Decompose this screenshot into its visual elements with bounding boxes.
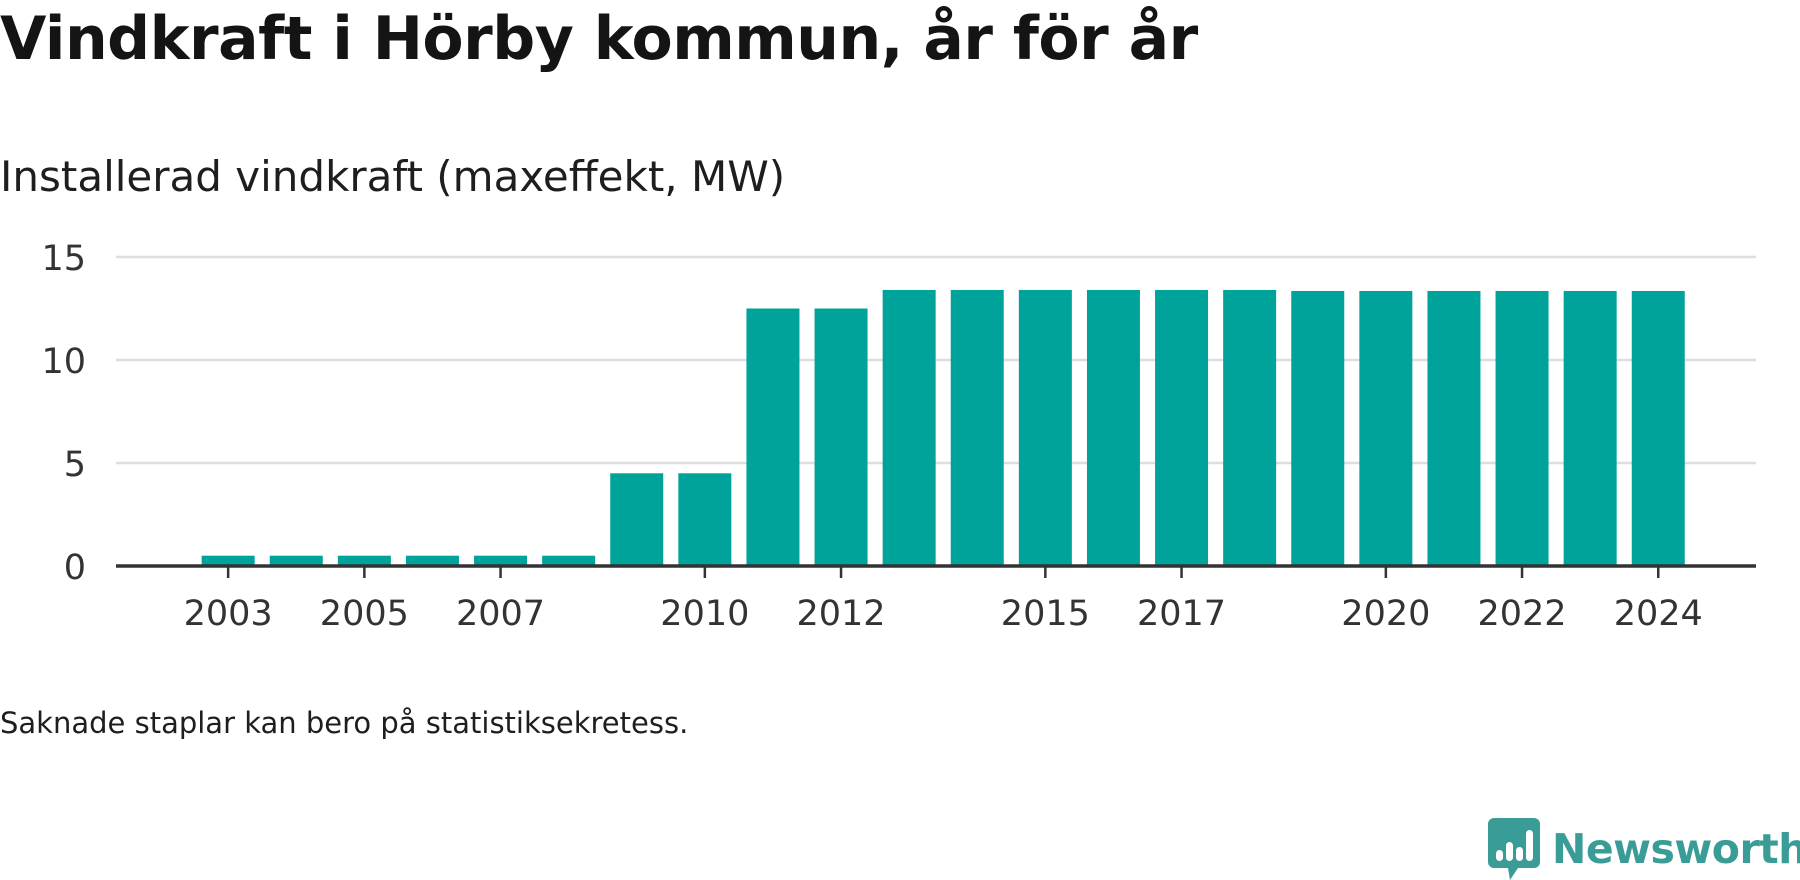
x-tick-label: 2003 [184,594,273,634]
grid-lines [116,255,1756,465]
x-tick-label: 2005 [320,594,409,634]
x-axis [116,564,1756,578]
bar-2016 [1086,289,1140,566]
bar-2022 [1495,290,1549,566]
bar-2008 [542,555,596,566]
bar-2020 [1359,290,1413,566]
x-tick-label: 2024 [1614,594,1703,634]
bar-2024 [1631,290,1685,566]
x-tick-label: 2017 [1137,594,1226,634]
bar-2003 [201,555,255,566]
x-tick-label: 2010 [660,594,749,634]
y-axis-labels: 0 5 10 15 [41,239,86,588]
bar-2014 [950,289,1004,566]
brand-logo: Newsworthy [1488,818,1800,880]
bar-2021 [1427,290,1481,566]
bar-2023 [1563,290,1617,566]
bar-2011 [746,308,800,566]
bar-2005 [337,555,391,566]
chart-title: Vindkraft i Hörby kommun, år för år [0,4,1198,74]
bar-2007 [474,555,528,566]
y-tick-label: 10 [41,342,86,382]
x-tick-label: 2022 [1478,594,1567,634]
bar-2004 [269,555,323,566]
bar-2013 [882,289,936,566]
newsworthy-logo-icon [1488,818,1540,880]
x-tick-label: 2015 [1001,594,1090,634]
bars [201,289,1685,566]
bar-2017 [1155,289,1209,566]
bar-2006 [405,555,459,566]
y-tick-label: 15 [41,239,86,279]
x-tick-label: 2020 [1341,594,1430,634]
bar-2012 [814,308,868,566]
x-tick-label: 2012 [797,594,886,634]
brand-name: Newsworthy [1552,825,1800,873]
chart-subtitle: Installerad vindkraft (maxeffekt, MW) [0,152,786,201]
x-tick-label: 2007 [456,594,545,634]
y-tick-label: 5 [64,445,86,485]
x-axis-labels: 2003 2005 2007 2010 2012 2015 2017 2020 2022 2024 [184,594,1703,634]
footnote: Saknade staplar kan bero på statistiksek… [0,706,689,740]
y-tick-label: 0 [64,548,86,588]
bar-2009 [610,473,664,566]
bar-2015 [1018,289,1072,566]
bar-2010 [678,473,732,566]
bar-2019 [1291,290,1345,566]
bar-2018 [1223,289,1277,566]
